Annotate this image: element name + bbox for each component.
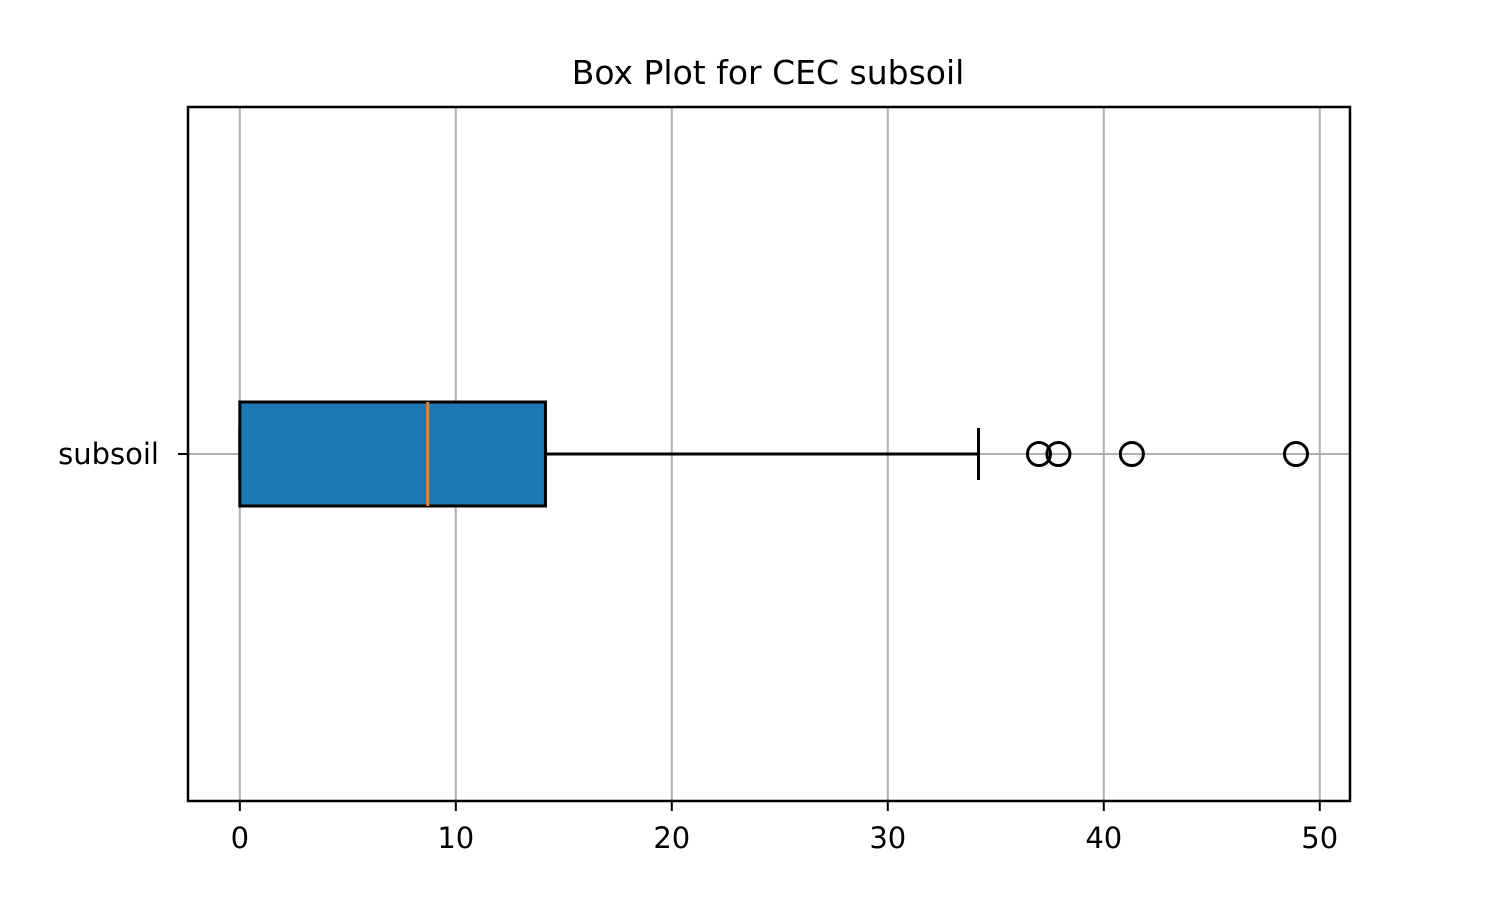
outlier-point: [1118, 441, 1145, 467]
box-iqr: [238, 400, 547, 508]
outlier-point: [1283, 441, 1310, 467]
y-tick-label: subsoil: [58, 437, 159, 471]
y-axis: subsoil: [58, 437, 188, 471]
outlier-point: [1045, 441, 1072, 467]
box-series: [238, 400, 1310, 508]
x-tick-label: 0: [231, 821, 249, 855]
x-tick-label: 10: [437, 821, 474, 855]
x-tick-label: 50: [1301, 821, 1338, 855]
x-axis: 0 10 20 30 40 50: [231, 801, 1338, 855]
x-tick-label: 20: [653, 821, 690, 855]
outlier-point: [1025, 441, 1052, 467]
x-tick-label: 30: [869, 821, 906, 855]
chart-title: Box Plot for CEC subsoil: [572, 53, 965, 92]
x-tick-label: 40: [1085, 821, 1122, 855]
